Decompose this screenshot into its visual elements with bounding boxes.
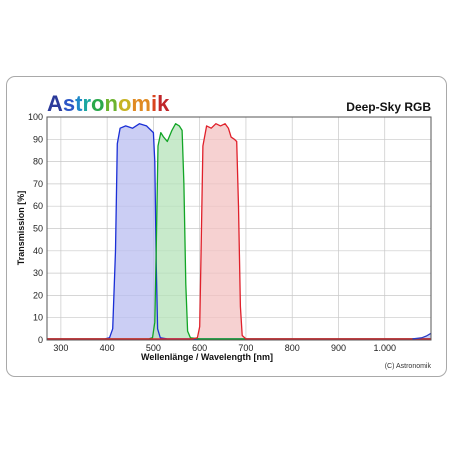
copyright-note: (C) Astronomik xyxy=(385,363,432,370)
plot-frame xyxy=(46,116,432,341)
series-line-3 xyxy=(412,332,432,340)
x-tick-label: 700 xyxy=(238,343,253,353)
x-tick-label: 600 xyxy=(192,343,207,353)
logo-letter: m xyxy=(131,91,151,116)
logo-letter: i xyxy=(151,91,157,116)
x-axis-title: Wellenlänge / Wavelength [nm] xyxy=(141,352,273,362)
y-tick-label: 40 xyxy=(33,246,43,256)
series-line-0 xyxy=(47,123,431,340)
astronomik-logo: Astronomik xyxy=(47,91,170,116)
y-tick-label: 90 xyxy=(33,134,43,144)
y-tick-label: 20 xyxy=(33,290,43,300)
y-tick-label: 10 xyxy=(33,313,43,323)
x-tick-label: 500 xyxy=(146,343,161,353)
series-line-1 xyxy=(47,123,431,340)
logo-letter: o xyxy=(118,91,131,116)
chart-title: Deep-Sky RGB xyxy=(346,100,431,114)
logo-letter: t xyxy=(75,91,83,116)
logo-letter: o xyxy=(91,91,104,116)
chart-card: Astronomik Deep-Sky RGB 300 400 500 600 700 8… xyxy=(6,76,447,377)
x-tick-labels: 300 400 500 600 700 800 900 1.000 xyxy=(53,343,396,353)
y-tick-labels: 0 10 20 30 40 50 60 70 80 90 100 xyxy=(28,112,43,345)
y-tick-label: 50 xyxy=(33,224,43,234)
logo-letter: A xyxy=(47,91,63,116)
logo-letter: k xyxy=(157,91,170,116)
x-tick-label: 800 xyxy=(285,343,300,353)
series-area-2 xyxy=(47,123,431,340)
x-tick-label: 300 xyxy=(53,343,68,353)
y-axis-title: Transmission [%] xyxy=(16,191,26,266)
transmission-chart: Astronomik Deep-Sky RGB 300 400 500 600 700 8… xyxy=(16,91,432,370)
series-area-0 xyxy=(47,123,431,340)
x-tick-label: 400 xyxy=(100,343,115,353)
x-tick-label: 900 xyxy=(331,343,346,353)
y-tick-label: 70 xyxy=(33,179,43,189)
y-tick-label: 80 xyxy=(33,157,43,167)
logo-letter: r xyxy=(82,91,91,116)
x-tick-label: 1.000 xyxy=(373,343,396,353)
logo-letter: n xyxy=(104,91,117,116)
logo-letter: s xyxy=(63,91,75,116)
y-tick-label: 100 xyxy=(28,112,43,122)
y-tick-label: 30 xyxy=(33,268,43,278)
series-lines xyxy=(47,123,432,340)
y-tick-label: 60 xyxy=(33,201,43,211)
series-line-2 xyxy=(47,123,431,340)
axes xyxy=(46,116,432,341)
y-tick-label: 0 xyxy=(38,335,43,345)
